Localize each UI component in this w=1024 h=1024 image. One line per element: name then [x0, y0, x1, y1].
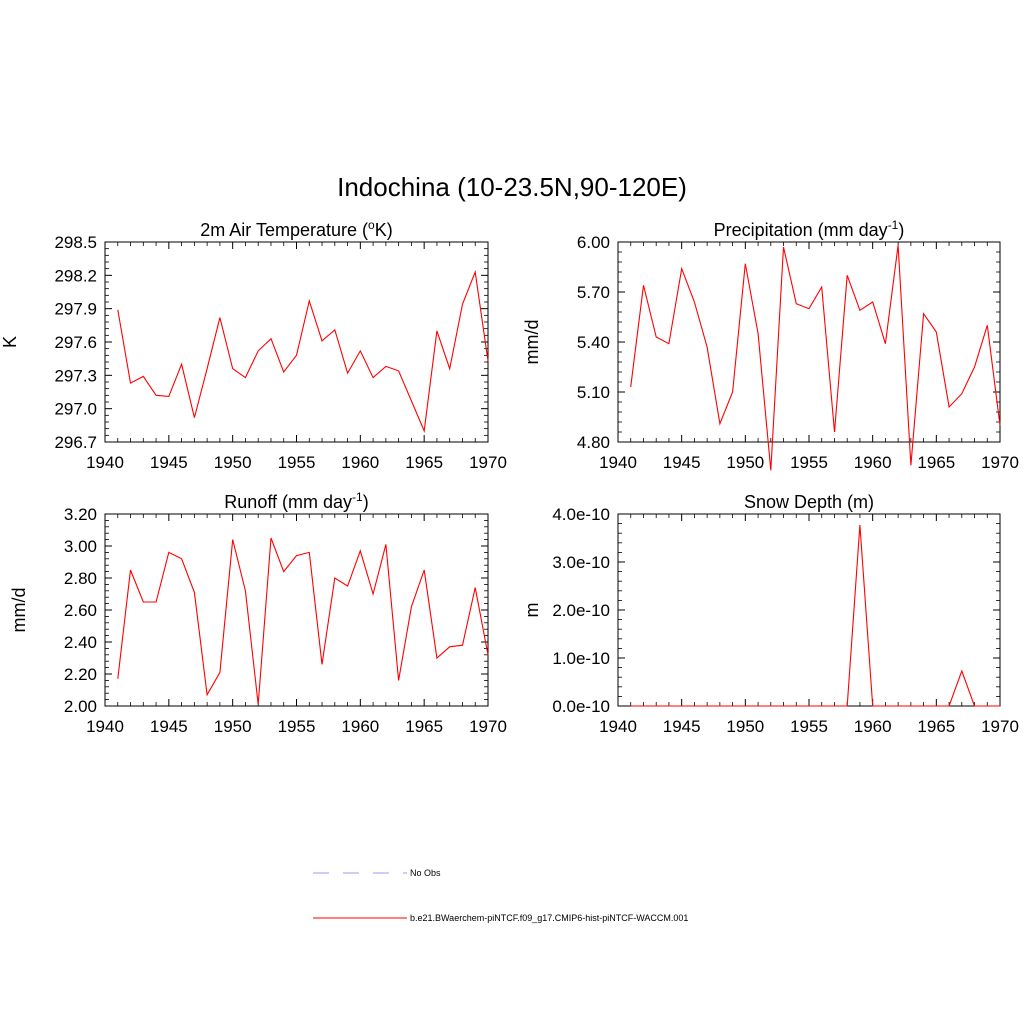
precipitation-title-main: Precipitation (mm day	[714, 220, 888, 240]
runoff-ytick-label: 2.40	[64, 633, 97, 652]
precipitation-ytick-label: 5.40	[577, 333, 610, 352]
precipitation-series-line	[630, 245, 1001, 471]
air-temperature-ytick-label: 296.7	[54, 433, 97, 452]
figure-title: Indochina (10-23.5N,90-120E)	[337, 172, 687, 202]
runoff-series-line	[117, 537, 489, 705]
air-temperature-plot-frame	[104, 241, 489, 443]
snow-depth-plot-frame	[617, 513, 1001, 707]
precipitation-xtick-label: 1945	[663, 453, 701, 472]
precipitation-xtick-label: 1950	[726, 453, 764, 472]
snow-depth-series-line	[630, 524, 1000, 707]
air-temperature-xtick-label: 1955	[278, 453, 316, 472]
runoff-ytick-label: 2.80	[64, 569, 97, 588]
runoff-ytick-label: 2.60	[64, 601, 97, 620]
precipitation-xtick-label: 1965	[917, 453, 955, 472]
air-temperature-xtick-label: 1940	[86, 453, 124, 472]
snow-depth-ytick-label: 0.0e-10	[552, 697, 610, 716]
panel-precipitation: 1940 1945 1950 1955 1960 1965 1970 4.80 5.10 5.40…	[522, 218, 1019, 472]
legend-model-label: b.e21.BWaerchem-piNTCF.f09_g17.CMIP6-his…	[410, 913, 688, 923]
air-temperature-title-main: 2m Air Temperature (	[200, 220, 368, 240]
runoff-ytick-label: 3.00	[64, 537, 97, 556]
runoff-ytick-label: 3.20	[64, 505, 97, 524]
panel-runoff: 1940 1945 1950 1955 1960 1965 1970 2.00 2.20 2.40…	[9, 490, 507, 736]
snow-depth-xtick-label: 1950	[726, 717, 764, 736]
air-temperature-title-superscript: o	[368, 218, 375, 232]
snow-depth-xtick-label: 1960	[854, 717, 892, 736]
precipitation-ylabel: mm/d	[522, 320, 542, 365]
air-temperature-ytick-label: 298.2	[54, 266, 97, 285]
runoff-title-main: Runoff (mm day	[224, 492, 352, 512]
air-temperature-ytick-label: 297.6	[54, 333, 97, 352]
panel-air-temperature: 1940 1945 1950 1955 1960 1965 1970 296.7 297.0 29…	[0, 218, 507, 472]
precipitation-ytick-label: 4.80	[577, 433, 610, 452]
air-temperature-title-suffix: K)	[375, 220, 393, 240]
precipitation-xtick-label: 1955	[790, 453, 828, 472]
runoff-xtick-label: 1955	[278, 717, 316, 736]
precipitation-xtick-label: 1960	[854, 453, 892, 472]
air-temperature-ytick-label: 297.9	[54, 300, 97, 319]
precipitation-xtick-label: 1940	[599, 453, 637, 472]
precipitation-title-suffix: )	[898, 220, 904, 240]
air-temperature-panel-title: 2m Air Temperature (oK)	[200, 218, 392, 240]
snow-depth-panel-title: Snow Depth (m)	[744, 492, 874, 512]
air-temperature-ytick-label: 298.5	[54, 233, 97, 252]
runoff-xtick-label: 1940	[86, 717, 124, 736]
air-temperature-xtick-label: 1950	[214, 453, 252, 472]
runoff-xtick-label: 1960	[341, 717, 379, 736]
runoff-plot-frame	[104, 513, 489, 707]
precipitation-ytick-label: 6.00	[577, 233, 610, 252]
precipitation-panel-title: Precipitation (mm day-1)	[714, 218, 905, 240]
snow-depth-xtick-label: 1970	[981, 717, 1019, 736]
runoff-xtick-label: 1970	[469, 717, 507, 736]
air-temperature-xtick-label: 1960	[341, 453, 379, 472]
air-temperature-series-line	[117, 269, 489, 433]
air-temperature-ylabel: K	[0, 336, 20, 348]
snow-depth-ytick-label: 3.0e-10	[552, 553, 610, 572]
runoff-title-superscript: -1	[352, 490, 363, 504]
snow-depth-ylabel: m	[522, 603, 542, 618]
snow-depth-xtick-label: 1940	[599, 717, 637, 736]
runoff-xtick-label: 1965	[405, 717, 443, 736]
panel-snow-depth: 1940 1945 1950 1955 1960 1965 1970 0.0e-10 1.0e-…	[522, 492, 1019, 736]
snow-depth-ytick-label: 4.0e-10	[552, 505, 610, 524]
precipitation-ytick-label: 5.70	[577, 283, 610, 302]
runoff-xtick-label: 1945	[150, 717, 188, 736]
precipitation-plot-frame	[617, 241, 1001, 443]
snow-depth-xtick-label: 1945	[663, 717, 701, 736]
precipitation-title-superscript: -1	[888, 218, 899, 232]
air-temperature-xtick-label: 1970	[469, 453, 507, 472]
air-temperature-ytick-label: 297.0	[54, 400, 97, 419]
air-temperature-xtick-label: 1965	[405, 453, 443, 472]
snow-depth-title-main: Snow Depth (m)	[744, 492, 874, 512]
runoff-xtick-label: 1950	[214, 717, 252, 736]
precipitation-ytick-label: 5.10	[577, 383, 610, 402]
air-temperature-xtick-label: 1945	[150, 453, 188, 472]
runoff-title-suffix: )	[363, 492, 369, 512]
snow-depth-xtick-label: 1955	[790, 717, 828, 736]
precipitation-xtick-label: 1970	[981, 453, 1019, 472]
snow-depth-ytick-label: 1.0e-10	[552, 649, 610, 668]
runoff-ytick-label: 2.20	[64, 665, 97, 684]
snow-depth-ytick-label: 2.0e-10	[552, 601, 610, 620]
runoff-panel-title: Runoff (mm day-1)	[224, 490, 368, 512]
air-temperature-ytick-label: 297.3	[54, 366, 97, 385]
runoff-ylabel: mm/d	[9, 588, 29, 633]
runoff-ytick-label: 2.00	[64, 697, 97, 716]
snow-depth-xtick-label: 1965	[917, 717, 955, 736]
legend: No Obs b.e21.BWaerchem-piNTCF.f09_g17.CM…	[313, 868, 688, 923]
legend-no-obs-label: No Obs	[410, 868, 441, 878]
